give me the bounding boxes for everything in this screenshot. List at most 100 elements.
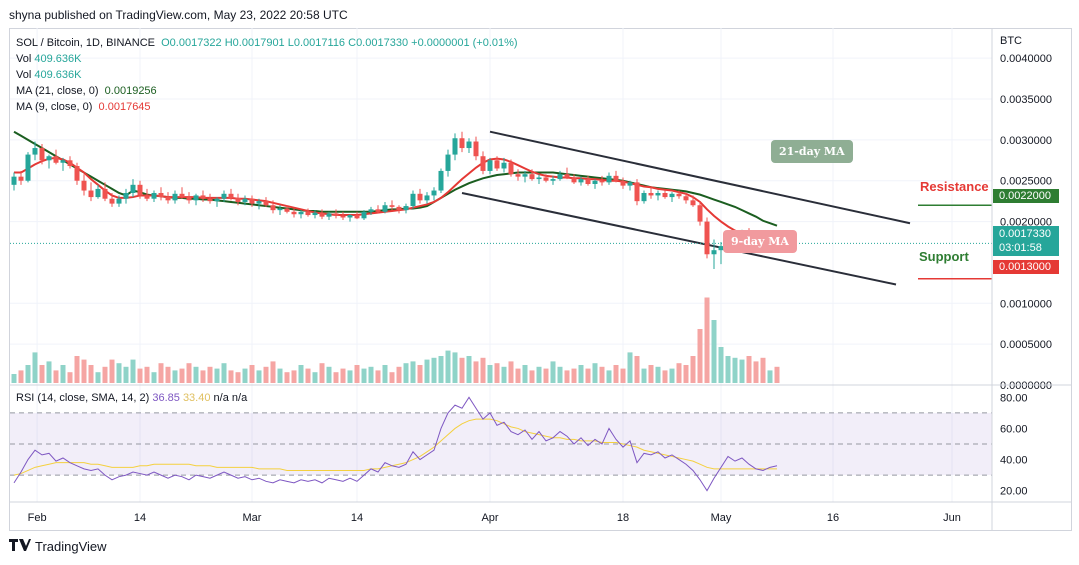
x-tick-label: Mar [243, 512, 262, 524]
volume-bar [599, 366, 605, 383]
volume-bar [543, 368, 549, 383]
candle-body [67, 160, 73, 167]
channel-lower-line [461, 192, 897, 286]
x-tick-label: Feb [28, 512, 47, 524]
candle-body [207, 198, 213, 202]
y-tick-label: 0.0020000 [1000, 217, 1052, 229]
rsi-tick-label: 20.00 [1000, 486, 1028, 498]
candle-body [501, 162, 507, 169]
volume-bar [753, 361, 759, 383]
volume-bars [11, 297, 780, 383]
candle-body [375, 209, 381, 212]
volume-bar [690, 356, 696, 383]
candle-body [214, 198, 220, 202]
rsi-na-2: n/a [231, 392, 248, 404]
candle-body [396, 206, 402, 211]
volume-bar [165, 366, 171, 383]
candle-body [95, 188, 101, 198]
volume-bar [39, 365, 45, 383]
volume-bar [662, 370, 668, 383]
x-tick-label: 14 [351, 512, 363, 524]
volume-bar [557, 366, 563, 383]
volume-bar [389, 372, 395, 383]
candle-body [81, 180, 87, 191]
candle-body [102, 188, 108, 199]
volume-bar [277, 368, 283, 383]
volume-bar [53, 370, 59, 383]
rsi-legend: RSI (14, close, SMA, 14, 2) 36.85 33.40 … [16, 392, 247, 404]
volume-bar [459, 357, 465, 383]
candle-body [326, 213, 332, 217]
candle-body [242, 198, 248, 202]
candle-body [361, 211, 367, 219]
candle-body [564, 174, 570, 178]
volume-bar [130, 359, 136, 383]
volume-bar [767, 370, 773, 383]
candle-body [424, 195, 430, 201]
candle-body [123, 192, 129, 199]
volume-bar [102, 366, 108, 383]
volume-bar [340, 368, 346, 383]
candle-body [228, 193, 234, 198]
rsi-label: RSI (14, close, SMA, 14, 2) [16, 392, 150, 404]
candle-body [662, 192, 668, 198]
volume-bar [361, 368, 367, 383]
resistance-label: Resistance [920, 179, 989, 194]
volume-row: Vol 409.636K [16, 51, 518, 67]
volume-bar [116, 363, 122, 383]
volume-bar [368, 366, 374, 383]
ma9-badge: 9-day MA [723, 230, 797, 253]
candle-body [676, 193, 682, 197]
volume-bar [522, 365, 528, 383]
volume-bar [137, 368, 143, 383]
low-value: L0.0017116 [287, 37, 346, 49]
volume-bar [620, 368, 626, 383]
x-tick-label: 14 [134, 512, 146, 524]
volume-row-2: Vol 409.636K [16, 67, 518, 83]
volume-bar [508, 361, 514, 383]
volume-bar [746, 356, 752, 383]
candle-body [319, 212, 325, 217]
candle-body [606, 175, 612, 183]
volume-bar [487, 365, 493, 383]
candle-body [32, 148, 38, 155]
volume-bar [67, 372, 73, 383]
last-price: 0.0017330 [999, 228, 1051, 240]
y-tick-label: 0.0010000 [1000, 298, 1052, 310]
volume-bar [11, 374, 17, 383]
candle-body [417, 193, 423, 201]
candle-body [312, 212, 318, 216]
change-value: +0.0000001 (+0.01%) [411, 37, 518, 49]
candle-body [473, 141, 479, 157]
candle-body [403, 206, 409, 211]
countdown: 03:01:58 [999, 242, 1042, 254]
open-value: O0.0017322 [161, 37, 222, 49]
candle-body [291, 211, 297, 215]
volume-bar [312, 372, 318, 383]
rsi-sma-value: 33.40 [182, 392, 211, 404]
rsi-tick-label: 80.00 [1000, 392, 1028, 404]
candle-body [389, 205, 395, 207]
candle-body [277, 208, 283, 211]
candle-body [536, 177, 542, 180]
candle-body [571, 177, 577, 183]
candle-body [53, 156, 59, 163]
rsi-line [13, 396, 778, 492]
volume-bar [60, 365, 66, 383]
volume-bar [235, 372, 241, 383]
chart-frame [9, 28, 1072, 531]
candle-body [11, 176, 17, 185]
volume-bar [158, 363, 164, 383]
candle-body [235, 197, 241, 202]
volume-bar [648, 365, 654, 383]
ma21-badge: 21-day MA [771, 140, 853, 163]
support-price-tag: 0.0013000 [993, 260, 1059, 274]
candle-body [88, 190, 94, 198]
support-resistance-lines [10, 204, 992, 280]
volume-bar [585, 368, 591, 383]
candle-body [431, 190, 437, 196]
volume-bar [32, 352, 38, 383]
volume-bar [326, 366, 332, 383]
volume-bar [144, 366, 150, 383]
